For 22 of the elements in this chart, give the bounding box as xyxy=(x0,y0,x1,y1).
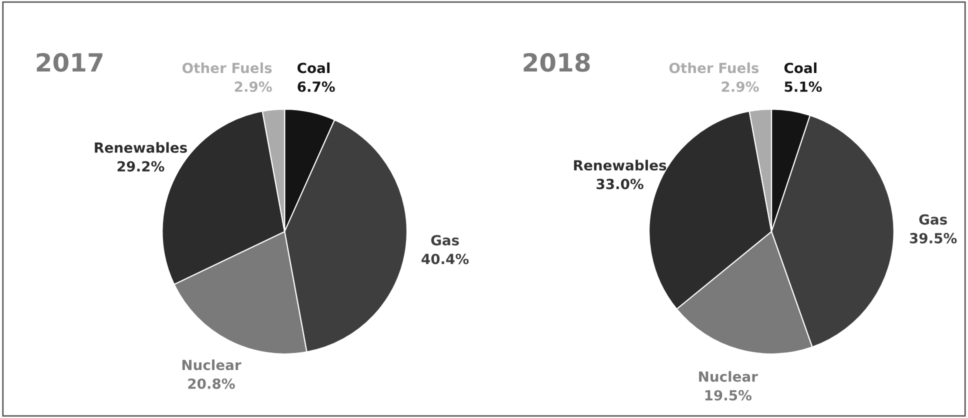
chart-title: 2017 xyxy=(36,52,102,72)
slice-label: Other Fuels xyxy=(669,62,759,74)
slice-label: Nuclear xyxy=(699,371,758,382)
data-label: 29.2% xyxy=(118,161,164,172)
data-label: 33.0% xyxy=(596,178,644,190)
slice-label: Gas xyxy=(919,214,947,225)
data-label: 6.7% xyxy=(298,81,335,92)
slice-label: Other Fuels xyxy=(182,62,272,74)
slice-label: Coal xyxy=(298,62,330,74)
slice-label: Gas xyxy=(431,234,459,246)
data-label: 2.9% xyxy=(234,81,272,92)
data-label: 19.5% xyxy=(705,390,752,401)
data-label: 20.8% xyxy=(188,378,235,389)
slice-label: Renewables xyxy=(94,142,187,153)
data-label: 39.5% xyxy=(910,232,957,244)
chart-title: 2018 xyxy=(524,52,590,72)
data-label: 5.1% xyxy=(784,81,822,92)
slice-label: Renewables xyxy=(574,160,666,171)
data-label: 2.9% xyxy=(722,81,759,92)
slice-label: Nuclear xyxy=(182,359,242,370)
slice-label: Coal xyxy=(784,62,816,74)
data-label: 40.4% xyxy=(422,254,469,264)
